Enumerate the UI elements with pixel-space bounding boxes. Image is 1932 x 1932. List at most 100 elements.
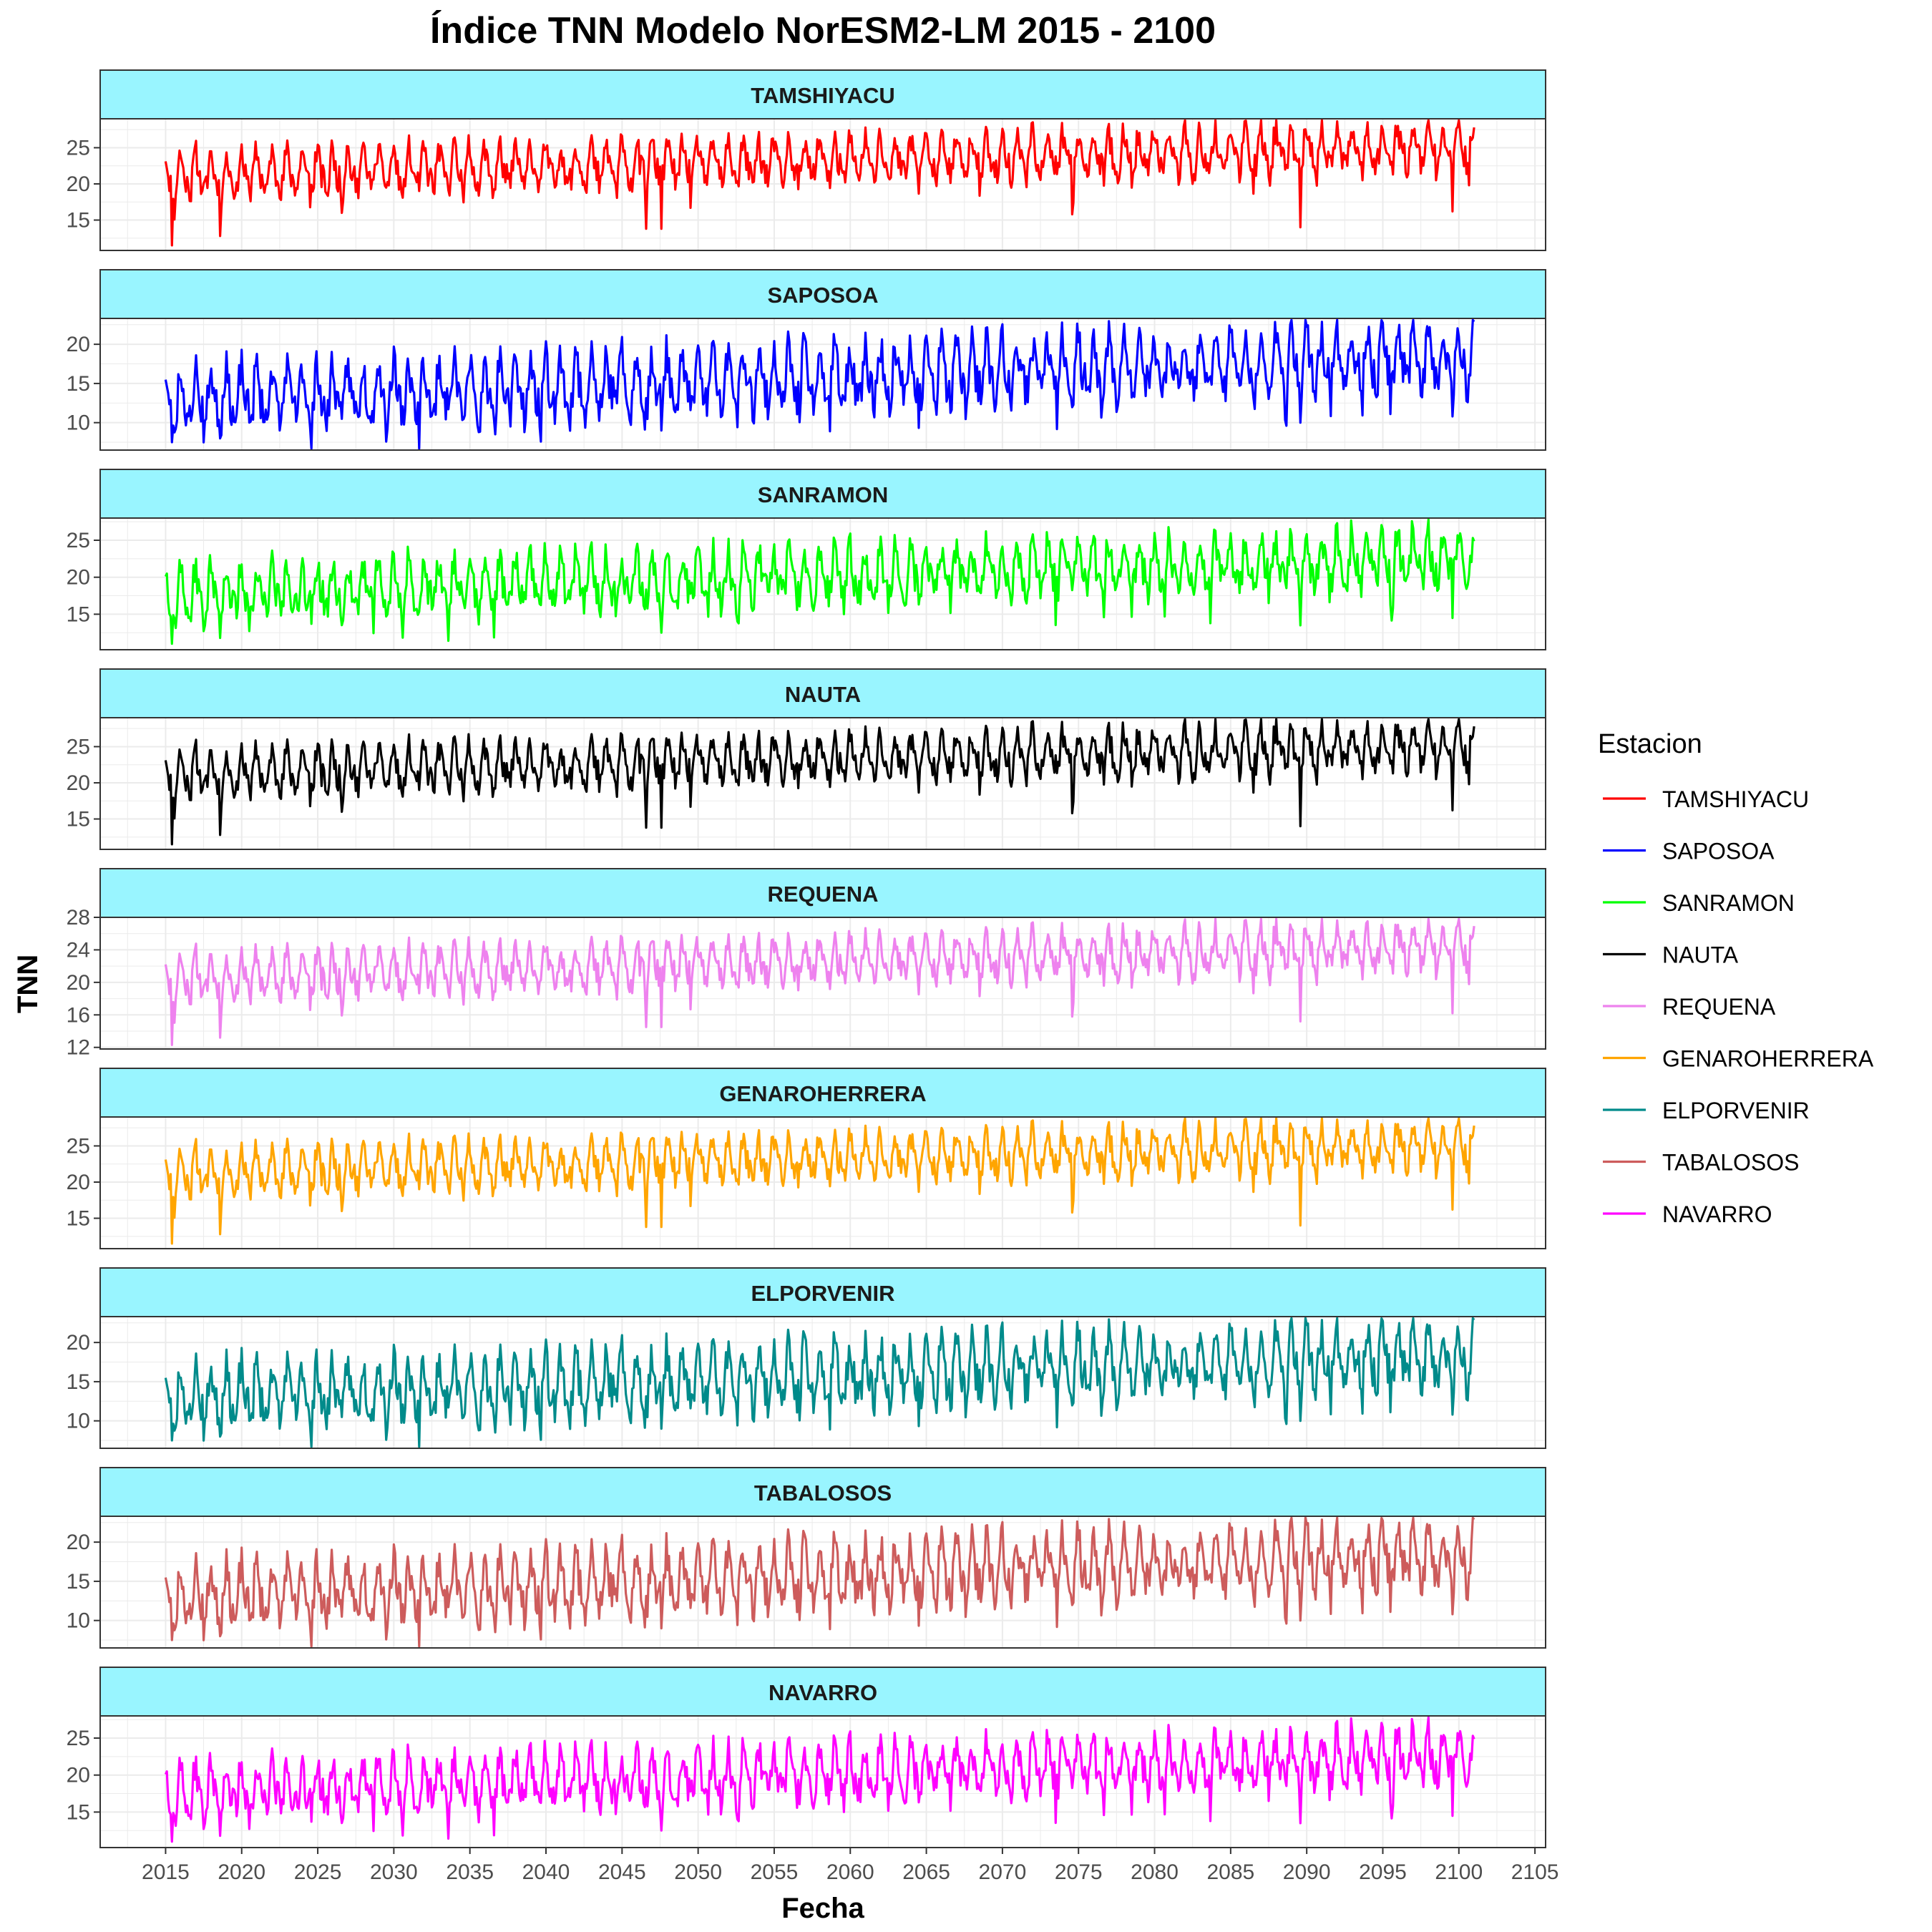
x-axis: 2015 2020 2025 2030 2035 2040 2045 2050 2055 2060…	[142, 1848, 1558, 1884]
x-tick-label: 2025	[294, 1860, 342, 1884]
legend-item: GENAROHERRERA	[1603, 1046, 1874, 1072]
facet-panel-genaroherrera: GENAROHERRERA 15 20 25	[67, 1068, 1546, 1249]
legend-title: Estacion	[1598, 729, 1702, 759]
y-tick-label: 25	[67, 735, 90, 758]
y-tick-label: 20	[67, 771, 90, 795]
facet-strip-label: NAUTA	[785, 682, 861, 707]
legend-label: NAVARRO	[1662, 1201, 1772, 1227]
panel-border	[99, 1316, 1546, 1449]
y-tick-label: 28	[67, 906, 90, 930]
panel-border	[99, 318, 1546, 451]
y-tick-label: 25	[67, 529, 90, 552]
facet-strip	[99, 269, 1546, 319]
panel-border	[99, 717, 1546, 850]
y-tick-label: 25	[67, 136, 90, 160]
series-line-nauta	[164, 718, 1475, 846]
facet-strip	[99, 1467, 1546, 1517]
legend-label: TAMSHIYACU	[1662, 786, 1809, 812]
plot-background	[100, 917, 1546, 1049]
x-tick-label: 2015	[142, 1860, 190, 1884]
x-tick-label: 2085	[1206, 1860, 1254, 1884]
y-tick-label: 15	[67, 1207, 90, 1231]
series-line-genaroherrera	[164, 1117, 1475, 1245]
legend-item: TAMSHIYACU	[1603, 786, 1809, 812]
y-tick-label: 16	[67, 1003, 90, 1027]
panel-border	[99, 917, 1546, 1050]
legend-item: REQUENA	[1603, 994, 1776, 1020]
facet-strip-label: SANRAMON	[758, 482, 889, 507]
legend-item: NAUTA	[1603, 942, 1739, 968]
x-tick-label: 2055	[751, 1860, 799, 1884]
x-tick-label: 2070	[979, 1860, 1027, 1884]
legend-label: SAPOSOA	[1662, 839, 1775, 864]
y-tick-label: 15	[67, 209, 90, 233]
y-tick-label: 20	[67, 566, 90, 590]
plot-background	[100, 718, 1546, 849]
legend-label: NAUTA	[1662, 942, 1739, 968]
facet-panel-nauta: NAUTA 15 20 25	[67, 668, 1546, 850]
facet-strip-label: TABALOSOS	[754, 1480, 892, 1506]
x-tick-label: 2090	[1283, 1860, 1331, 1884]
series-line-elporvenir	[164, 1317, 1475, 1448]
x-tick-label: 2020	[218, 1860, 265, 1884]
panel-border	[99, 1715, 1546, 1848]
facet-strip-label: REQUENA	[767, 882, 878, 907]
y-tick-label: 15	[67, 372, 90, 396]
x-tick-label: 2045	[598, 1860, 646, 1884]
facet-panel-tabalosos: TABALOSOS 10 15 20	[67, 1467, 1546, 1649]
facet-strip-label: NAVARRO	[769, 1680, 877, 1705]
legend-label: TABALOSOS	[1662, 1150, 1799, 1176]
legend-label: GENAROHERRERA	[1662, 1046, 1874, 1072]
facet-panel-saposoa: SAPOSOA 10 15 20	[67, 269, 1546, 451]
facet-strip	[99, 469, 1546, 519]
series-line-sanramon	[164, 518, 1475, 645]
x-tick-label: 2050	[674, 1860, 722, 1884]
y-tick-label: 10	[67, 411, 90, 435]
legend: Estacion TAMSHIYACU SAPOSOA SANRAMON NAUTA R…	[1598, 729, 1874, 1227]
facet-strip-label: TAMSHIYACU	[751, 83, 895, 108]
y-tick-label: 15	[67, 1800, 90, 1824]
facet-panel-sanramon: SANRAMON 15 20 25	[67, 469, 1546, 650]
legend-item: TABALOSOS	[1603, 1150, 1799, 1176]
x-tick-label: 2095	[1359, 1860, 1407, 1884]
facet-strip-label: GENAROHERRERA	[719, 1081, 926, 1106]
plot-background	[100, 1117, 1546, 1249]
y-tick-label: 25	[67, 1727, 90, 1750]
y-tick-label: 15	[67, 1570, 90, 1594]
facet-panel-navarro: NAVARRO 15 20 25	[67, 1667, 1546, 1848]
plot-background	[100, 119, 1546, 250]
grid	[100, 1516, 1546, 1648]
x-tick-label: 2035	[446, 1860, 494, 1884]
y-tick-label: 10	[67, 1410, 90, 1433]
panel-border	[99, 1516, 1546, 1649]
facet-strip-label: ELPORVENIR	[751, 1281, 895, 1306]
x-tick-label: 2080	[1131, 1860, 1179, 1884]
legend-item: ELPORVENIR	[1603, 1098, 1810, 1123]
facet-panel-tamshiyacu: TAMSHIYACU 15 20 25	[67, 69, 1546, 251]
y-tick-label: 20	[67, 1764, 90, 1787]
y-tick-label: 20	[67, 1171, 90, 1194]
x-tick-label: 2100	[1435, 1860, 1483, 1884]
y-tick-label: 20	[67, 1331, 90, 1355]
legend-label: REQUENA	[1662, 994, 1776, 1020]
x-tick-label: 2060	[826, 1860, 874, 1884]
series-line-navarro	[164, 1716, 1475, 1843]
chart-title: Índice TNN Modelo NorESM2-LM 2015 - 2100	[430, 10, 1216, 52]
facet-strip	[99, 1267, 1546, 1317]
x-tick-label: 2075	[1055, 1860, 1103, 1884]
y-tick-label: 24	[67, 938, 90, 962]
series-line-requena	[164, 917, 1475, 1046]
y-tick-label: 10	[67, 1609, 90, 1633]
y-axis-title: TNN	[12, 955, 44, 1013]
x-tick-label: 2040	[522, 1860, 570, 1884]
legend-label: SANRAMON	[1662, 890, 1795, 916]
legend-label: ELPORVENIR	[1662, 1098, 1810, 1123]
facet-strip	[99, 69, 1546, 119]
y-tick-label: 12	[67, 1036, 90, 1060]
series-line-tabalosos	[164, 1516, 1475, 1648]
y-tick-label: 20	[67, 1531, 90, 1554]
y-tick-label: 20	[67, 172, 90, 196]
facet-strip	[99, 1667, 1546, 1717]
x-axis-title: Fecha	[781, 1893, 864, 1924]
